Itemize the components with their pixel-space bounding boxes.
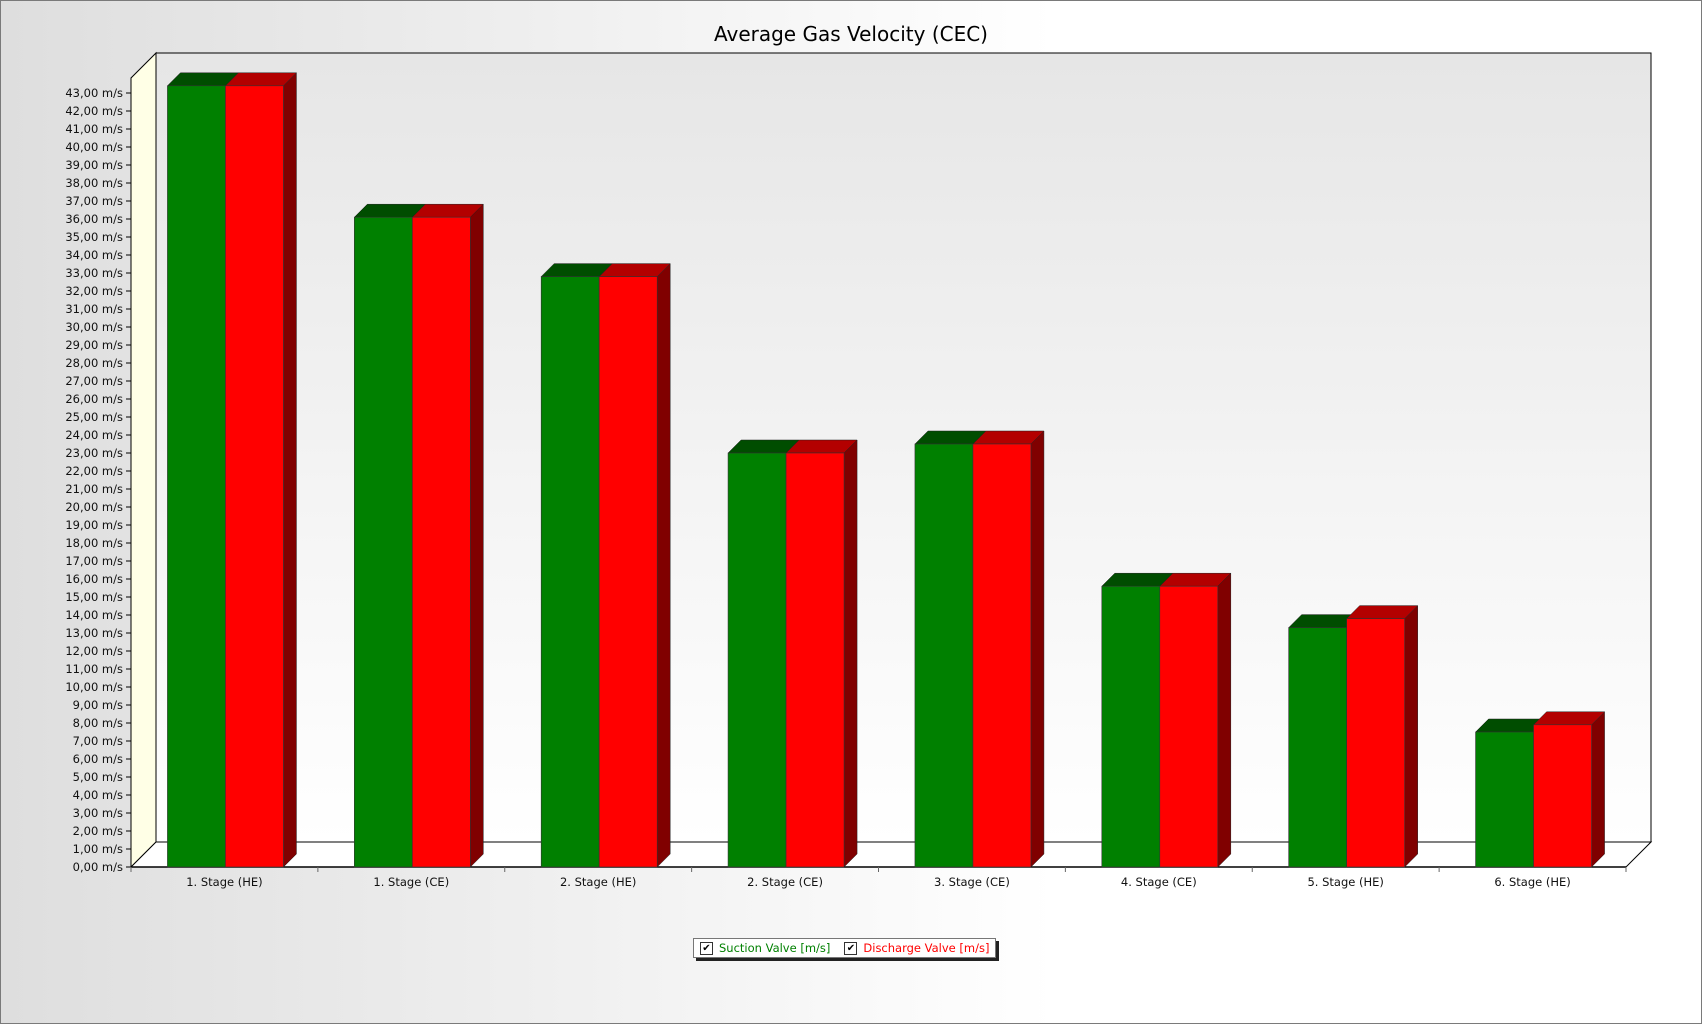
- legend-label-discharge: Discharge Valve [m/s]: [863, 941, 990, 955]
- bar-front-face: [540, 276, 600, 868]
- y-tick-label: 36,00 m/s: [65, 212, 123, 226]
- bar-front-face: [1346, 618, 1405, 868]
- y-tick-label: 18,00 m/s: [65, 536, 123, 550]
- bar-series: [166, 72, 1606, 868]
- y-tick-label: 26,00 m/s: [65, 392, 123, 406]
- y-tick-label: 10,00 m/s: [65, 680, 123, 694]
- checkbox-icon[interactable]: ✔: [844, 941, 858, 955]
- y-tick-label: 41,00 m/s: [65, 122, 123, 136]
- chart-title: Average Gas Velocity (CEC): [714, 22, 988, 46]
- bar-front-face: [785, 452, 845, 868]
- bar-front-face: [1288, 627, 1347, 868]
- y-tick-label: 16,00 m/s: [65, 572, 123, 586]
- y-tick-label: 24,00 m/s: [65, 428, 123, 442]
- bar-front-face: [167, 85, 226, 868]
- y-tick-label: 27,00 m/s: [65, 374, 123, 388]
- y-tick-label: 9,00 m/s: [73, 698, 123, 712]
- x-axis: 1. Stage (HE) 1. Stage (CE) 2. Stage (HE) 2…: [130, 866, 1627, 889]
- bar-side-face: [1217, 572, 1232, 868]
- y-tick-label: 8,00 m/s: [73, 716, 123, 730]
- bar-discharge: [598, 262, 671, 868]
- plot-side-wall: [130, 51, 157, 869]
- bar-front-face: [1475, 731, 1534, 868]
- y-tick-label: 29,00 m/s: [65, 338, 123, 352]
- y-tick-label: 31,00 m/s: [65, 302, 123, 316]
- y-tick-label: 38,00 m/s: [65, 176, 123, 190]
- bar-front-face: [354, 216, 413, 868]
- y-tick-label: 11,00 m/s: [65, 662, 123, 676]
- y-tick-label: 42,00 m/s: [65, 104, 123, 118]
- y-tick-label: 35,00 m/s: [65, 230, 123, 244]
- y-axis: 0,00 m/s 1,00 m/s 2,00 m/s 3,00 m/s 4,00 m/s…: [65, 86, 131, 874]
- bar-discharge: [411, 203, 484, 868]
- y-tick-label: 1,00 m/s: [73, 842, 123, 856]
- y-tick-label: 15,00 m/s: [65, 590, 123, 604]
- checkbox-icon[interactable]: ✔: [700, 941, 713, 955]
- y-tick-label: 43,00 m/s: [65, 86, 123, 100]
- y-tick-label: 0,00 m/s: [73, 860, 123, 874]
- bar-side-face: [656, 262, 671, 868]
- bar-discharge: [972, 430, 1045, 868]
- y-tick-label: 23,00 m/s: [65, 446, 123, 460]
- y-tick-label: 6,00 m/s: [73, 752, 123, 766]
- y-tick-label: 34,00 m/s: [65, 248, 123, 262]
- bar-side-face: [470, 203, 484, 868]
- y-tick-label: 33,00 m/s: [65, 266, 123, 280]
- x-tick-label: 1. Stage (CE): [373, 875, 449, 889]
- y-tick-label: 28,00 m/s: [65, 356, 123, 370]
- bar-discharge: [224, 72, 298, 868]
- bar-front-face: [598, 276, 658, 868]
- y-tick-label: 2,00 m/s: [73, 824, 123, 838]
- bar-front-face: [1533, 724, 1592, 868]
- y-tick-label: 30,00 m/s: [65, 320, 123, 334]
- bar-side-face: [283, 72, 297, 868]
- bar-front-face: [914, 443, 974, 868]
- x-tick-label: 1. Stage (HE): [186, 875, 262, 889]
- x-tick-label: 4. Stage (CE): [1121, 875, 1197, 889]
- bar-front-face: [225, 85, 284, 868]
- legend-item-discharge[interactable]: ✔ Discharge Valve [m/s]: [844, 941, 989, 955]
- y-tick-label: 40,00 m/s: [65, 140, 123, 154]
- y-tick-label: 7,00 m/s: [73, 734, 123, 748]
- y-tick-label: 20,00 m/s: [65, 500, 123, 514]
- x-tick-label: 5. Stage (HE): [1307, 875, 1383, 889]
- x-tick-label: 6. Stage (HE): [1494, 875, 1570, 889]
- legend-item-suction[interactable]: ✔ Suction Valve [m/s]: [700, 941, 830, 955]
- y-tick-label: 21,00 m/s: [65, 482, 123, 496]
- x-tick-label: 2. Stage (HE): [560, 875, 636, 889]
- bar-discharge: [1532, 711, 1606, 868]
- bar-side-face: [1591, 711, 1605, 868]
- y-tick-label: 17,00 m/s: [65, 554, 123, 568]
- y-tick-label: 37,00 m/s: [65, 194, 123, 208]
- legend: ✔ Suction Valve [m/s] ✔ Discharge Valve …: [693, 938, 997, 958]
- y-tick-label: 25,00 m/s: [65, 410, 123, 424]
- bar-front-face: [727, 452, 787, 868]
- bar-side-face: [1030, 430, 1045, 868]
- y-tick-label: 3,00 m/s: [73, 806, 123, 820]
- bar-discharge: [1159, 572, 1232, 868]
- y-tick-label: 14,00 m/s: [65, 608, 123, 622]
- y-tick-label: 32,00 m/s: [65, 284, 123, 298]
- bar-front-face: [1101, 585, 1161, 868]
- bar-front-face: [412, 216, 471, 868]
- bar-front-face: [1159, 585, 1219, 868]
- x-tick-label: 3. Stage (CE): [934, 875, 1010, 889]
- y-tick-label: 4,00 m/s: [73, 788, 123, 802]
- bar-side-face: [843, 439, 858, 868]
- y-tick-label: 19,00 m/s: [65, 518, 123, 532]
- bar-front-face: [972, 443, 1032, 868]
- y-tick-label: 22,00 m/s: [65, 464, 123, 478]
- y-tick-label: 5,00 m/s: [73, 770, 123, 784]
- y-tick-label: 39,00 m/s: [65, 158, 123, 172]
- bar-side-face: [1404, 604, 1418, 868]
- y-tick-label: 12,00 m/s: [65, 644, 123, 658]
- y-tick-label: 13,00 m/s: [65, 626, 123, 640]
- x-tick-label: 2. Stage (CE): [747, 875, 823, 889]
- legend-label-suction: Suction Valve [m/s]: [719, 941, 831, 955]
- bar-discharge: [785, 439, 858, 868]
- bar-discharge: [1346, 604, 1419, 868]
